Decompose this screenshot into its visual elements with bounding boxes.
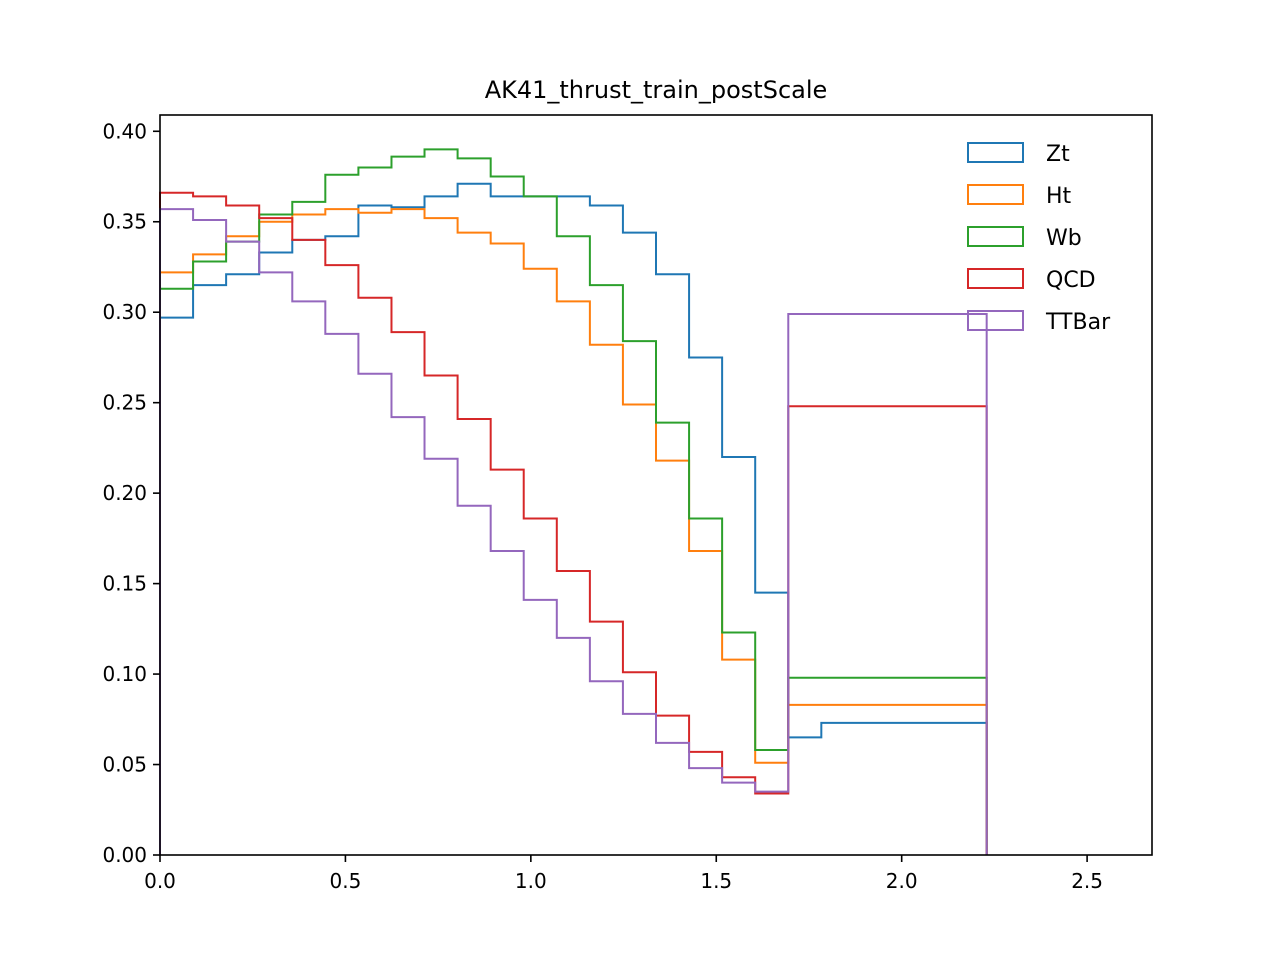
x-tick-label: 1.0 [515, 869, 547, 893]
legend-label-ttbar: TTBar [1045, 310, 1111, 335]
x-tick-label: 2.5 [1071, 869, 1103, 893]
y-tick-label: 0.25 [102, 391, 147, 415]
x-tick-label: 1.5 [700, 869, 732, 893]
y-tick-label: 0.15 [102, 572, 147, 596]
y-tick-label: 0.30 [102, 300, 147, 324]
series-layer [159, 148, 988, 855]
legend-label-ht: Ht [1046, 184, 1072, 209]
axis-layer: 0.0 0.5 1.0 1.5 2.0 2.5 0.00 0.05 0.10 0.15 0.20 0.… [102, 114, 1153, 893]
y-tick-label: 0.35 [102, 210, 147, 234]
x-tick-label: 2.0 [886, 869, 918, 893]
legend-label-qcd: QCD [1046, 268, 1096, 293]
legend-swatch-zt [967, 142, 1024, 163]
y-tick-label: 0.40 [102, 119, 147, 143]
y-tick-label: 0.00 [102, 843, 147, 867]
legend-swatch-wb [967, 226, 1024, 247]
legend-swatch-ht [967, 184, 1024, 205]
plot-frame [159, 114, 1153, 856]
legend: Zt Ht Wb QCD TTBar [967, 142, 1111, 335]
x-tick-label: 0.5 [330, 869, 362, 893]
legend-swatch-qcd [967, 268, 1024, 289]
legend-label-zt: Zt [1046, 142, 1070, 167]
chart-title: AK41_thrust_train_postScale [485, 76, 828, 104]
legend-label-wb: Wb [1046, 226, 1082, 251]
legend-swatch-ttbar [967, 310, 1024, 331]
series-ttbar-step [159, 208, 988, 855]
y-tick-label: 0.05 [102, 753, 147, 777]
x-tick-label: 0.0 [144, 869, 176, 893]
y-tick-label: 0.20 [102, 481, 147, 505]
y-tick-label: 0.10 [102, 662, 147, 686]
